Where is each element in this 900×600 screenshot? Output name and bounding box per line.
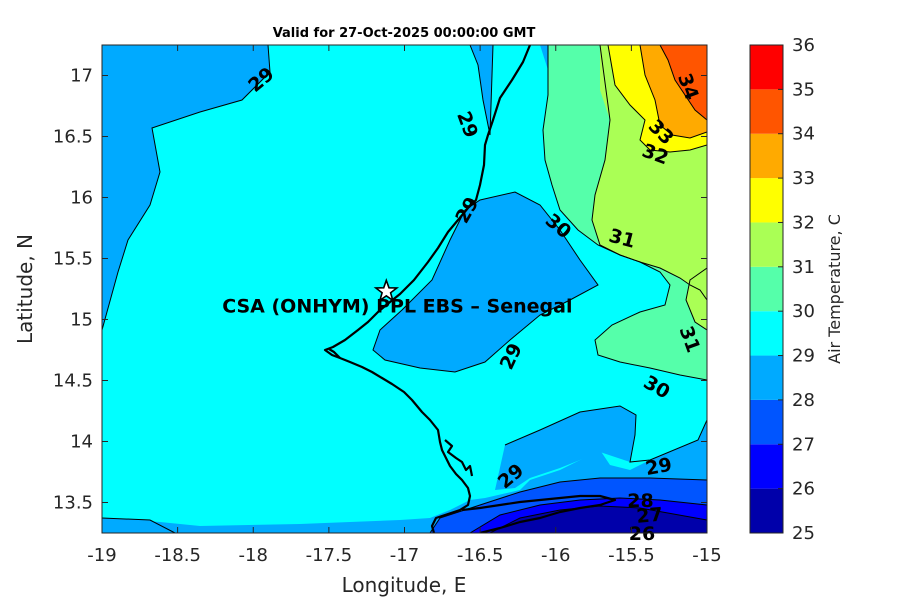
colorbar-tick-label: 35 <box>792 79 815 100</box>
contour-34 <box>659 45 707 121</box>
colorbar-frame <box>749 44 784 534</box>
site-star-icon <box>373 278 400 303</box>
colorbar-tick-label: 36 <box>792 35 815 56</box>
colorbar-tick-label: 33 <box>792 168 815 189</box>
band-28-29-west-edge <box>102 518 175 533</box>
band-34-35 <box>660 45 707 120</box>
y-tick-label: 17 <box>70 66 93 87</box>
x-axis-ticks: -19 -18.5 -18 -17.5 -17 -16.5 -16 -15.5 -15 <box>87 45 722 566</box>
y-tick-label: 14 <box>70 432 93 453</box>
colorbar-tick-label: 27 <box>792 434 815 455</box>
x-tick-label: -18.5 <box>154 545 201 566</box>
contour-label-29: 29 <box>644 454 674 480</box>
colorbar-ticks: 25 26 27 28 29 30 31 32 33 34 35 36 <box>778 35 815 544</box>
y-axis-ticks: 13.5 14 14.5 15 15.5 16 16.5 17 <box>53 66 707 514</box>
x-tick-label: -17 <box>390 545 419 566</box>
contour-28 <box>429 477 707 533</box>
x-axis-label: Longitude, E <box>342 573 467 597</box>
contour-29-south <box>504 405 707 463</box>
band-31-32-east <box>686 268 707 330</box>
colorbar-label: Air Temperature, C <box>825 214 844 364</box>
colorbar-tick-label: 25 <box>792 523 815 544</box>
y-tick-label: 16.5 <box>53 127 93 148</box>
contour-label-27: 27 <box>635 504 663 528</box>
contour-lines <box>102 45 707 533</box>
contour-30 <box>542 45 707 381</box>
band-28-29-inner <box>373 192 598 372</box>
colorbar-tick-label: 29 <box>792 346 815 367</box>
contour-29-west <box>102 45 271 331</box>
y-tick-label: 13.5 <box>53 493 93 514</box>
contour-label-28: 28 <box>627 490 653 512</box>
band-28-29-south <box>495 406 636 490</box>
colorbar-segment-30 <box>750 266 783 312</box>
x-tick-label: -15 <box>692 545 721 566</box>
y-tick-label: 14.5 <box>53 371 93 392</box>
contour-29-inner <box>372 191 599 373</box>
colorbar-segment-27 <box>750 399 783 445</box>
colorbar-tick-label: 34 <box>792 124 815 145</box>
colorbar-segment-32 <box>750 178 783 223</box>
filled-contours <box>102 45 707 533</box>
colorbar-segment-33 <box>750 133 783 179</box>
coastline <box>323 45 617 533</box>
contour-31-east <box>685 267 707 331</box>
contour-27 <box>469 497 707 533</box>
contour-31 <box>591 45 707 301</box>
colorbar-tick-label: 32 <box>792 212 815 233</box>
band-25-26 <box>490 506 707 533</box>
x-tick-label: -18 <box>239 545 268 566</box>
contour-29-north <box>469 45 494 136</box>
colorbar-segment-26 <box>750 444 783 489</box>
colorbar-segment-25 <box>750 488 783 533</box>
contour-33 <box>639 45 707 139</box>
colorbar-tick-label: 31 <box>792 257 815 278</box>
contour-label-26: 26 <box>629 523 655 545</box>
colorbar-segment-35 <box>750 45 783 90</box>
site-marker: CSA (ONHYM) PPL EBS – Senegal <box>222 278 572 317</box>
y-axis-label: Latitude, N <box>13 234 37 344</box>
site-label: CSA (ONHYM) PPL EBS – Senegal <box>222 295 572 317</box>
colorbar-segment-29 <box>750 311 783 356</box>
y-tick-label: 15 <box>70 310 93 331</box>
contour-32 <box>607 45 707 153</box>
y-tick-label: 16 <box>70 188 93 209</box>
x-tick-label: -16 <box>541 545 570 566</box>
x-tick-label: -16.5 <box>457 545 504 566</box>
x-tick-label: -17.5 <box>306 545 353 566</box>
map-title: Valid for 27-Oct-2025 00:00:00 GMT <box>273 26 536 41</box>
colorbar-tick-label: 28 <box>792 390 815 411</box>
x-tick-label: -15.5 <box>608 545 655 566</box>
colorbar-segment-28 <box>750 355 783 400</box>
y-tick-label: 15.5 <box>53 249 93 270</box>
colorbar-tick-label: 30 <box>792 301 815 322</box>
colorbar-tick-label: 26 <box>792 479 815 500</box>
contour-28-west <box>102 517 176 533</box>
colorbar-segment-31 <box>750 222 783 267</box>
colorbar <box>750 45 783 533</box>
colorbar-segment-34 <box>750 89 783 134</box>
x-tick-label: -19 <box>87 545 116 566</box>
